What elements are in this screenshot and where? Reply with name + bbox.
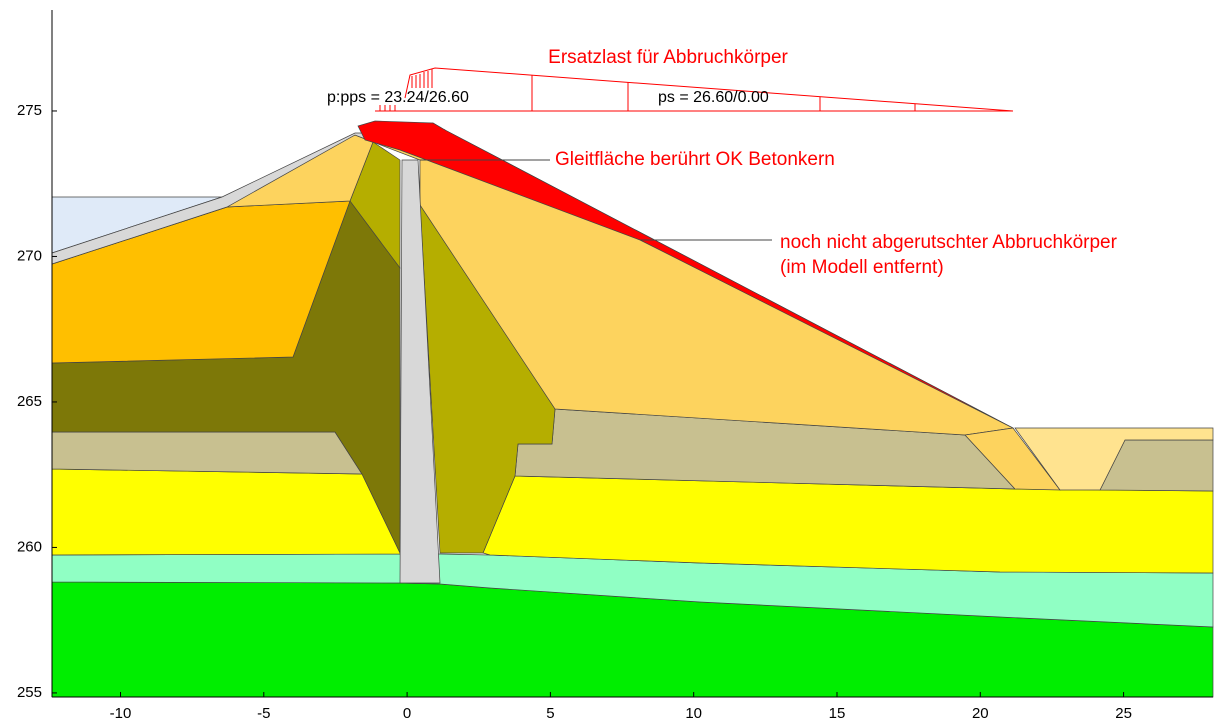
annotation: p:pps = 23.24/26.60 xyxy=(327,89,469,106)
chart: Ersatzlast für Abbruchkörper p:pps = 23.… xyxy=(0,0,1220,725)
x-tick-label: 5 xyxy=(546,705,554,722)
x-tick-label: -10 xyxy=(110,705,132,722)
x-tick-label: 15 xyxy=(829,705,846,722)
annotation: noch nicht abgerutschter Abbruchkörper xyxy=(780,232,1118,253)
y-tick-label: 275 xyxy=(17,102,42,119)
annotation: Ersatzlast für Abbruchkörper xyxy=(548,47,788,68)
x-tick-label: 10 xyxy=(685,705,702,722)
x-tick-label: 0 xyxy=(403,705,411,722)
y-tick-label: 270 xyxy=(17,247,42,264)
y-tick-label: 265 xyxy=(17,393,42,410)
x-tick-label: -5 xyxy=(257,705,270,722)
annotation: (im Modell entfernt) xyxy=(780,257,944,278)
y-tick-label: 255 xyxy=(17,684,42,701)
section-layers xyxy=(52,121,1213,697)
x-tick-label: 25 xyxy=(1115,705,1132,722)
annotation: ps = 26.60/0.00 xyxy=(658,89,769,106)
y-tick-label: 260 xyxy=(17,538,42,555)
annotation: Gleitfläche berührt OK Betonkern xyxy=(555,149,835,170)
x-tick-label: 20 xyxy=(972,705,989,722)
